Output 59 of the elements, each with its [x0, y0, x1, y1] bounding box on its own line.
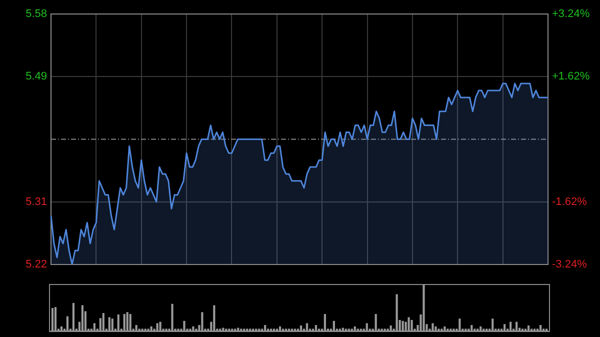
- bar: [408, 317, 410, 331]
- bar: [66, 316, 69, 331]
- bar: [93, 323, 96, 331]
- bar: [117, 314, 120, 331]
- y-tick-label: 5.49: [26, 70, 47, 83]
- y-tick-label: 5.22: [26, 258, 47, 270]
- bar: [201, 312, 204, 331]
- bar: [300, 325, 302, 331]
- bar: [332, 320, 335, 331]
- bar: [422, 285, 425, 331]
- y2-tick-label: +1.62%: [552, 70, 590, 83]
- bar: [51, 308, 54, 331]
- bar: [470, 325, 473, 331]
- bar: [410, 320, 413, 331]
- bar: [390, 325, 392, 331]
- bar: [150, 326, 152, 331]
- bar: [458, 318, 461, 331]
- bar: [123, 314, 126, 331]
- y2-tick-label: -3.24%: [552, 258, 588, 270]
- bar: [516, 322, 518, 331]
- bar: [306, 323, 308, 331]
- bar: [402, 320, 404, 331]
- y2-tick-label: -1.62%: [552, 196, 588, 208]
- bar: [504, 324, 506, 331]
- y-tick-label: 5.31: [26, 196, 47, 208]
- y2-tick-label: +3.24%: [552, 8, 590, 20]
- bar: [366, 323, 368, 331]
- bar: [81, 305, 84, 331]
- bar: [354, 326, 356, 331]
- y-tick-label: 5.58: [26, 8, 47, 20]
- bar: [108, 317, 110, 331]
- bar: [135, 325, 138, 331]
- bar: [432, 323, 434, 331]
- bar: [480, 326, 482, 331]
- bar: [434, 326, 437, 331]
- bar: [159, 322, 162, 331]
- bar: [539, 325, 542, 331]
- bar: [314, 325, 318, 331]
- bar: [129, 314, 132, 331]
- bar: [192, 326, 194, 331]
- bar: [492, 318, 494, 331]
- bar: [278, 326, 282, 331]
- bar: [444, 326, 446, 331]
- bar: [183, 320, 186, 331]
- bar: [126, 312, 128, 331]
- bar: [54, 307, 57, 331]
- bar: [264, 325, 266, 331]
- bar: [374, 314, 377, 331]
- bar: [396, 294, 398, 331]
- bar: [156, 323, 158, 331]
- bar: [102, 313, 104, 331]
- bar: [213, 305, 216, 331]
- bar: [111, 318, 114, 331]
- bar: [324, 314, 326, 331]
- bar: [171, 304, 174, 331]
- bar: [527, 325, 530, 331]
- bar: [510, 322, 512, 331]
- bar: [60, 326, 63, 331]
- bar: [72, 302, 75, 331]
